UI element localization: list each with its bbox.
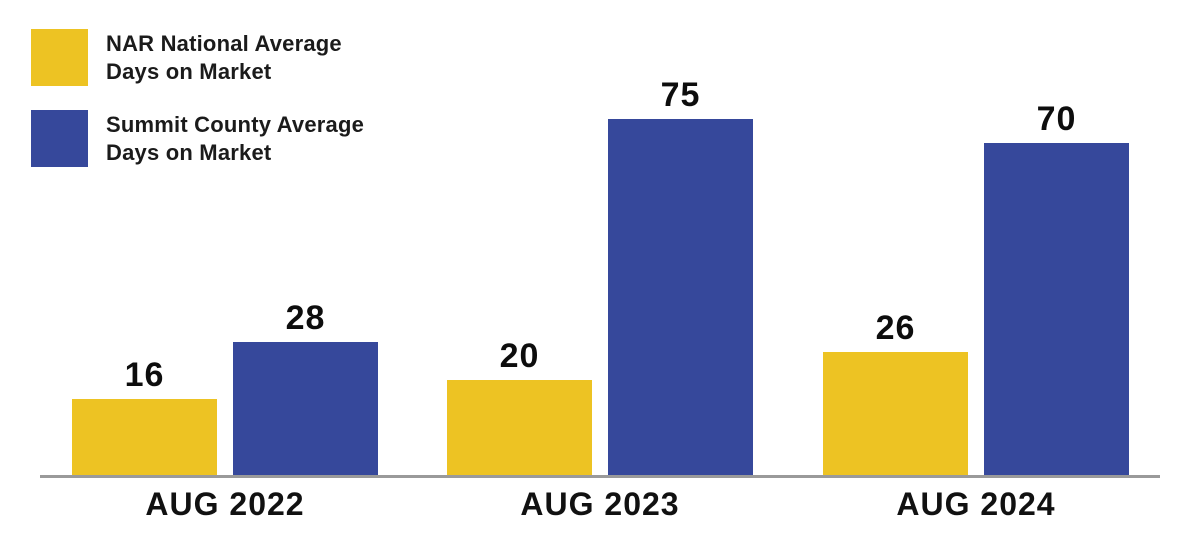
summit-bar-aug-2024: [984, 142, 1129, 475]
legend-label-line: NAR National Average: [106, 30, 342, 56]
bar-value-label: 75: [660, 75, 701, 114]
bar-col: 26: [823, 308, 968, 475]
legend: NAR National Average Days on Market Summ…: [31, 29, 364, 167]
bar-value-label: 20: [499, 337, 540, 375]
yellow-swatch-icon: [31, 29, 88, 86]
legend-label-summit: Summit County Average Days on Market: [106, 111, 364, 167]
blue-swatch-icon: [31, 110, 88, 167]
bar-value-label: 26: [875, 308, 916, 347]
nar-bar-aug-2023: [447, 380, 592, 475]
bar-value-label: 28: [285, 299, 326, 337]
bar-value-label: 16: [124, 356, 165, 394]
x-axis-line: [40, 475, 1160, 478]
bar-col: 28: [233, 301, 378, 475]
bar-group-aug-2023: 20 75: [447, 75, 753, 475]
legend-label-line: Days on Market: [106, 58, 272, 84]
nar-bar-aug-2024: [823, 351, 968, 475]
legend-label-line: Summit County Average: [106, 111, 365, 137]
x-axis-category-label: AUG 2024: [896, 486, 1056, 522]
bar-group-aug-2024: 26 70: [823, 99, 1129, 475]
x-axis-category-label: AUG 2022: [145, 486, 305, 522]
bar-group-aug-2022: 16 28: [72, 301, 378, 475]
bar-col: 20: [447, 339, 592, 475]
x-axis-category-label: AUG 2023: [520, 486, 680, 522]
nar-bar-aug-2022: [72, 399, 217, 475]
legend-item-nar: NAR National Average Days on Market: [31, 29, 364, 86]
legend-item-summit: Summit County Average Days on Market: [31, 110, 364, 167]
bar-value-label: 70: [1036, 99, 1077, 138]
bar-col: 70: [984, 99, 1129, 475]
bar-col: 75: [608, 75, 753, 475]
summit-bar-aug-2023: [608, 118, 753, 475]
legend-label-nar: NAR National Average Days on Market: [106, 30, 342, 86]
legend-label-line: Days on Market: [106, 139, 272, 165]
summit-bar-aug-2022: [233, 342, 378, 475]
bar-col: 16: [72, 358, 217, 475]
